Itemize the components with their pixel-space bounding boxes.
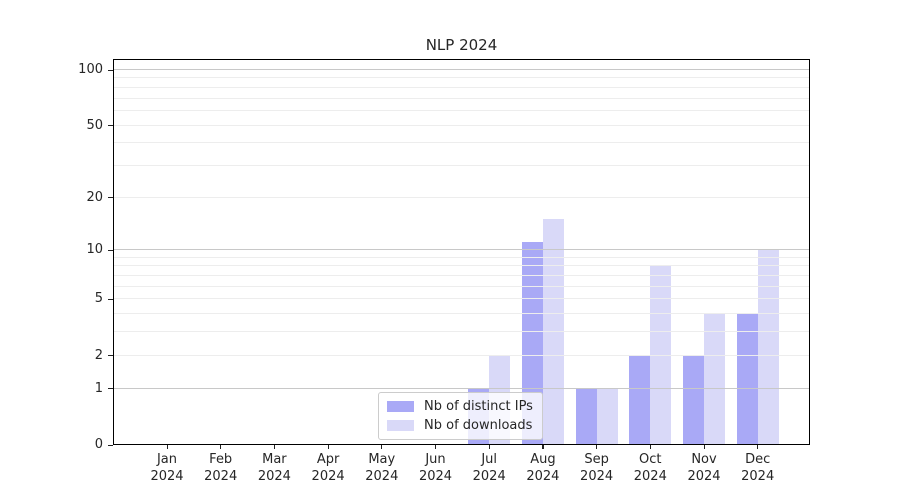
y-tick-mark [108,444,113,446]
x-tick-label-apr: Apr 2024 [311,452,345,484]
legend-swatch-distinct-ips-icon [387,401,414,412]
legend-swatch-downloads-icon [387,420,414,431]
legend: Nb of distinct IPs Nb of downloads [378,392,543,440]
gridline-y-50 [114,125,809,126]
gridline-y-30 [114,165,809,166]
x-tick-label-sep: Sep 2024 [580,452,614,484]
y-tick-label-20: 20 [86,189,103,205]
y-tick-mark [108,249,113,251]
legend-item-distinct-ips: Nb of distinct IPs [387,399,533,414]
x-tick-mark [381,445,383,449]
gridline-y-80 [114,87,809,88]
gridline-y-3 [114,331,809,332]
gridline-y-4 [114,313,809,314]
grid-layer [114,60,809,444]
gridline-y-70 [114,98,809,99]
gridline-y-60 [114,110,809,111]
y-tick-label-2: 2 [94,347,103,363]
x-tick-label-may: May 2024 [365,452,399,484]
y-tick-label-100: 100 [78,62,103,78]
x-tick-mark [596,445,598,449]
x-tick-mark [649,445,651,449]
gridline-y-6 [114,286,809,287]
x-tick-label-dec: Dec 2024 [741,452,775,484]
x-tick-mark [273,445,276,449]
x-tick-mark [166,445,168,449]
gridline-y-90 [114,77,809,78]
gridline-y-9 [114,257,809,258]
y-tick-label-0: 0 [94,437,103,452]
x-tick-label-jun: Jun 2024 [418,452,453,484]
y-tick-label-5: 5 [94,291,103,307]
legend-label-distinct-ips: Nb of distinct IPs [424,399,533,414]
gridline-y-10 [114,249,809,250]
gridline-y-8 [114,265,809,266]
gridline-y-40 [114,142,809,143]
y-tick-mark [108,197,113,199]
bar-nb-of-downloads-dec [757,249,779,444]
y-tick-label-10: 10 [86,242,103,258]
gridline-y-7 [114,275,809,276]
gridline-y-2 [114,355,809,356]
x-tick-label-jan: Jan 2024 [150,452,184,484]
bar-nb-of-downloads-nov [704,313,725,444]
plot-area: Nb of distinct IPs Nb of downloads [113,59,810,445]
y-tick-mark [108,125,113,127]
y-tick-mark [108,298,113,301]
bar-nb-of-distinct-ips-sep [575,388,597,444]
chart-title: NLP 2024 [425,36,498,54]
x-tick-mark [220,445,222,449]
x-tick-label-mar: Mar 2024 [257,452,291,484]
gridline-y-20 [114,197,809,198]
y-tick-mark [108,69,113,71]
x-tick-mark [488,445,490,449]
x-tick-label-nov: Nov 2024 [687,452,721,484]
x-tick-mark [542,445,544,449]
gridline-y-5 [114,298,809,299]
y-tick-label-50: 50 [86,117,103,133]
y-tick-label-1: 1 [94,380,103,396]
bar-nb-of-downloads-oct [650,265,672,444]
x-tick-mark [327,445,329,449]
bar-nb-of-downloads-sep [596,388,618,444]
x-tick-mark [703,445,705,449]
legend-label-downloads: Nb of downloads [424,418,533,433]
y-tick-mark [108,355,113,357]
x-tick-mark [435,445,437,449]
bar-nb-of-distinct-ips-oct [629,355,651,444]
x-tick-label-aug: Aug 2024 [526,452,560,484]
bar-nb-of-distinct-ips-dec [736,313,758,444]
x-tick-label-jul: Jul 2024 [472,452,506,484]
gridline-y-1 [114,388,809,389]
x-tick-mark [757,445,759,449]
x-tick-label-feb: Feb 2024 [204,452,238,484]
legend-item-downloads: Nb of downloads [387,418,533,433]
bar-nb-of-distinct-ips-nov [683,355,704,444]
gridline-y-100 [114,69,809,70]
y-tick-mark [108,388,113,390]
x-tick-label-oct: Oct 2024 [633,452,667,484]
